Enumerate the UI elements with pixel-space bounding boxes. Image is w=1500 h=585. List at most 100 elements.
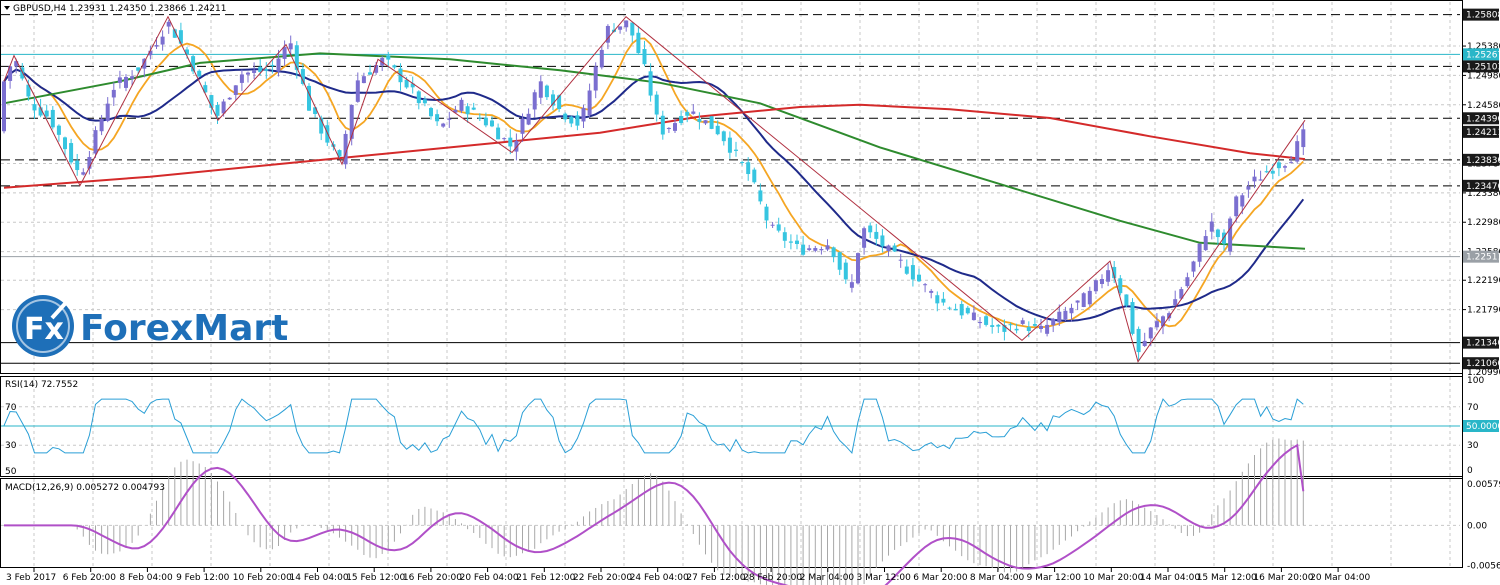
ma-slow-line	[3, 52, 1306, 250]
candle-bull	[233, 85, 238, 95]
arrow-up-icon	[50, 294, 77, 320]
rsi-level-label: 50.0000	[1466, 422, 1500, 432]
time-tick-label: 28 Feb 20:00	[743, 573, 802, 583]
candle-bull	[447, 118, 452, 120]
candle-bear	[1008, 324, 1013, 326]
main-price-pane[interactable]	[0, 0, 1463, 374]
price-level-badge	[1463, 250, 1499, 263]
time-tick-label: 15 Mar 12:00	[1197, 573, 1257, 583]
candle-bear	[75, 160, 80, 171]
candle-bull	[813, 248, 818, 251]
candle-bear	[795, 240, 799, 244]
time-tick-label: 10 Feb 20:00	[233, 573, 292, 583]
time-tick-label: 3 Mar 12:00	[857, 573, 912, 583]
candle-bear	[837, 252, 842, 270]
candle-bear	[917, 274, 921, 282]
candle-bear	[947, 307, 952, 309]
candle-bear	[660, 115, 665, 135]
price-level-badge	[1463, 48, 1499, 61]
candle-bull	[361, 76, 366, 84]
candle-bear	[429, 108, 433, 117]
candle-bull	[807, 248, 812, 251]
candle-bull	[166, 21, 171, 27]
candle-bear	[874, 231, 879, 239]
candle-bear	[843, 262, 848, 280]
candle-bear	[715, 125, 720, 135]
candle-bear	[636, 32, 641, 54]
candle-bull	[221, 101, 226, 114]
zigzag-line	[3, 15, 1306, 363]
candle-bear	[1215, 229, 1220, 238]
candle-bear	[1118, 278, 1123, 294]
candle-bear	[1026, 326, 1031, 332]
candle-bear	[477, 117, 482, 119]
price-level-label: 1.23476	[1466, 182, 1500, 192]
candle-bear	[215, 105, 220, 116]
candle-bull	[581, 107, 586, 122]
candle-bull	[117, 77, 122, 83]
macd-tick: 0.00	[1467, 521, 1487, 531]
price-level-label: 1.25103	[1466, 62, 1500, 72]
candle-bear	[435, 114, 440, 122]
ma-long-line	[3, 103, 1306, 189]
candle-bull	[1051, 318, 1056, 326]
candle-bull	[81, 172, 86, 175]
candle-bear	[1264, 171, 1269, 173]
candle-bear	[782, 232, 787, 241]
candle-bull	[587, 90, 592, 116]
candle-bull	[1209, 221, 1214, 232]
candle-bull	[142, 58, 147, 69]
candle-bull	[514, 140, 519, 152]
candle-bear	[178, 30, 183, 44]
candle-bear	[563, 113, 568, 120]
rsi-right-tick: 70	[1467, 403, 1479, 413]
macd-pane[interactable]	[0, 478, 1463, 568]
candle-bear	[1112, 266, 1117, 279]
candle-bull	[14, 61, 19, 67]
symbol-header[interactable]: GBPUSD,H4 1.23931 1.24350 1.23866 1.2421…	[4, 4, 226, 14]
candle-bear	[654, 94, 659, 115]
candle-bear	[270, 64, 275, 67]
dropdown-triangle-icon[interactable]	[4, 6, 10, 10]
time-tick-label: 24 Feb 04:00	[630, 573, 689, 583]
candle-bull	[819, 249, 824, 251]
rsi-left-tick: 70	[5, 403, 17, 413]
candle-bull	[1283, 166, 1287, 168]
time-tick-label: 14 Feb 04:00	[290, 573, 349, 583]
macd-header-text: MACD(12,26,9) 0.005272 0.004793	[5, 483, 165, 493]
candle-bull	[1234, 196, 1239, 217]
candle-bear	[337, 150, 342, 157]
candle-bull	[1045, 324, 1050, 334]
candle-bull	[93, 130, 98, 154]
candle-bull	[770, 224, 775, 226]
time-tick-label: 9 Feb 12:00	[176, 573, 230, 583]
price-tick-label: 1.24980	[1467, 71, 1500, 81]
candle-bear	[801, 244, 806, 255]
time-tick-label: 2 Mar 04:00	[800, 573, 855, 583]
candle-bull	[355, 80, 360, 102]
candle-bull	[130, 76, 135, 79]
time-tick-label: 3 Feb 2017	[6, 573, 56, 583]
ma-mid-line	[3, 68, 1305, 322]
candle-bear	[1002, 325, 1007, 332]
candle-bear	[32, 104, 37, 111]
candle-bull	[1301, 129, 1306, 148]
candle-bull	[1100, 279, 1104, 284]
candle-bear	[764, 206, 769, 221]
price-tick-label: 1.22190	[1467, 276, 1500, 286]
rsi-right-tick: 100	[1467, 376, 1484, 386]
candle-bull	[538, 81, 543, 98]
candle-bull	[898, 259, 903, 261]
candle-bull	[849, 282, 854, 288]
candle-bear	[544, 85, 549, 98]
candle-bear	[880, 235, 885, 247]
candle-bear	[734, 149, 738, 151]
candle-bear	[776, 224, 781, 231]
candle-bear	[1276, 162, 1281, 169]
candle-bull	[1289, 162, 1294, 164]
price-level-label: 1.24396	[1466, 114, 1500, 124]
candle-bull	[886, 245, 891, 252]
candle-bull	[252, 70, 257, 73]
